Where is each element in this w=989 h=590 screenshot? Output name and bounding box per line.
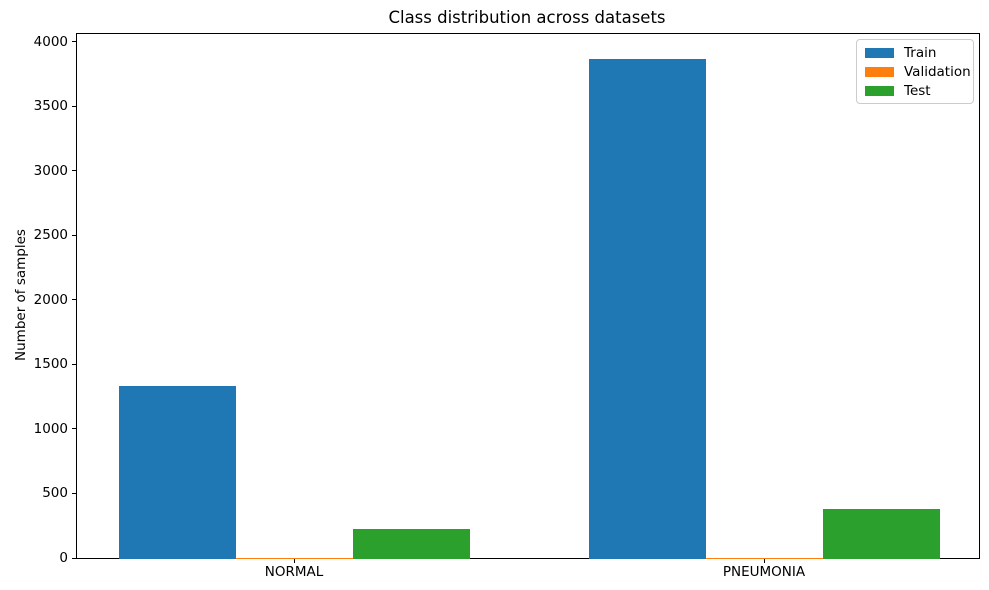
y-tick-label: 4000 bbox=[33, 33, 68, 50]
bar-train-normal bbox=[118, 386, 236, 559]
y-tick-mark bbox=[72, 557, 76, 559]
y-tick-label: 1000 bbox=[33, 420, 68, 437]
legend: Train Validation Test bbox=[856, 39, 974, 104]
legend-item-test: Test bbox=[862, 83, 969, 99]
legend-label: Validation bbox=[904, 63, 971, 80]
y-tick-label: 2500 bbox=[33, 227, 68, 244]
legend-swatch-train bbox=[865, 47, 894, 58]
legend-item-validation: Validation bbox=[862, 63, 971, 80]
bar-validation-pneumonia bbox=[705, 558, 823, 559]
y-tick-mark bbox=[72, 41, 76, 43]
x-tick-mark bbox=[764, 559, 765, 563]
bar-train-pneumonia bbox=[588, 59, 706, 559]
y-tick-label: 500 bbox=[42, 485, 68, 502]
y-tick-label: 3000 bbox=[33, 162, 68, 179]
y-tick-label: 2000 bbox=[33, 291, 68, 308]
y-tick-label: 3500 bbox=[33, 98, 68, 115]
legend-label: Test bbox=[904, 82, 931, 99]
legend-swatch-test bbox=[865, 85, 894, 96]
y-tick-label: 1500 bbox=[33, 356, 68, 373]
y-tick-mark bbox=[72, 170, 76, 172]
y-tick-label: 0 bbox=[59, 550, 68, 566]
y-tick-mark bbox=[72, 234, 76, 236]
legend-swatch-validation bbox=[865, 66, 894, 77]
bar-test-normal bbox=[352, 529, 470, 559]
y-tick-mark bbox=[72, 428, 76, 430]
chart-title: Class distribution across datasets bbox=[388, 8, 666, 27]
y-tick-mark bbox=[72, 105, 76, 107]
plot-area: 0 500 1000 1500 2000 2500 3000 3500 4000 NORMAL PN… bbox=[34, 33, 980, 580]
y-tick-mark bbox=[72, 492, 76, 494]
y-tick-mark bbox=[72, 299, 76, 301]
x-tick-mark bbox=[294, 559, 295, 563]
y-tick-mark bbox=[72, 363, 76, 365]
y-axis-title: Number of samples bbox=[13, 229, 29, 361]
x-tick-label: PNEUMONIA bbox=[722, 564, 806, 580]
x-tick-label: NORMAL bbox=[264, 564, 324, 580]
bar-validation-normal bbox=[235, 558, 353, 559]
legend-label: Train bbox=[904, 44, 937, 61]
legend-item-train: Train bbox=[862, 45, 969, 61]
bar-test-pneumonia bbox=[822, 509, 940, 559]
